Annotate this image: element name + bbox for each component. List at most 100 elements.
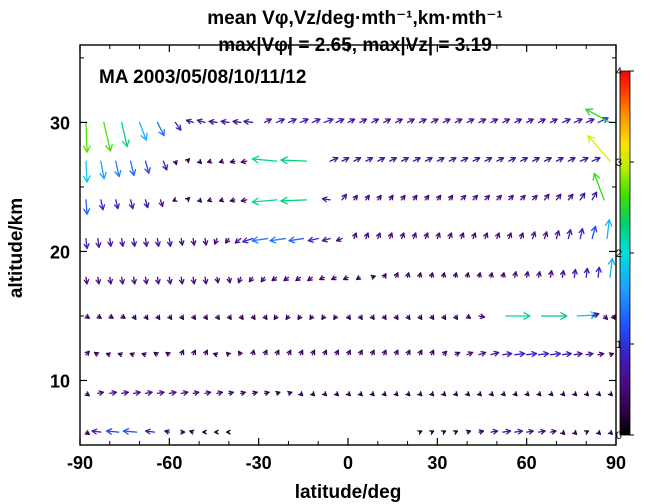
vector-arrow (585, 351, 594, 358)
vector-arrow (363, 232, 370, 240)
vector-arrow (597, 351, 605, 358)
vector-arrow (526, 428, 534, 435)
vector-arrow (436, 194, 442, 201)
vector-arrow (591, 191, 598, 201)
vector-arrow (153, 351, 159, 357)
x-axis-label: latitude/deg (295, 482, 402, 503)
colorbar-tick-label: 2 (616, 248, 622, 260)
vector-arrow (107, 237, 114, 247)
vector-arrow (95, 237, 102, 248)
vector-arrow (417, 272, 423, 278)
vector-arrow (567, 156, 576, 163)
vector-arrow (131, 237, 138, 247)
vector-arrow (287, 117, 297, 124)
vector-arrow (512, 391, 518, 397)
vector-arrow (347, 118, 356, 124)
vector-arrow (514, 350, 526, 358)
x-tick-label: 0 (343, 453, 353, 473)
vector-arrow (119, 237, 126, 247)
vector-arrow (298, 349, 304, 356)
vector-arrow (216, 390, 224, 396)
vector-arrow (447, 232, 453, 240)
vector-arrow (543, 193, 550, 201)
vector-arrow (607, 391, 613, 397)
vector-arrow (405, 314, 411, 320)
vector-arrow (483, 232, 489, 240)
vector-arrow (607, 257, 616, 278)
vector-arrow (84, 313, 90, 319)
vector-arrow (178, 276, 185, 285)
vector-arrow (393, 349, 399, 356)
vector-arrow (179, 349, 185, 356)
vector-arrow (238, 314, 244, 320)
vector-arrow (608, 352, 614, 358)
vector-arrow (307, 236, 319, 243)
vector-arrow (309, 314, 315, 320)
vector-arrow (502, 428, 512, 435)
vector-arrow (213, 352, 219, 358)
vector-arrow (269, 236, 287, 244)
vector-arrow (357, 349, 363, 356)
vector-arrow (549, 429, 557, 435)
vector-arrow (447, 194, 454, 201)
vector-arrow (207, 158, 213, 164)
vector-arrow (365, 156, 374, 163)
vector-arrow (83, 199, 91, 215)
vector-arrow (91, 428, 102, 435)
vector-arrow (466, 118, 475, 124)
vector-arrow (196, 158, 202, 164)
vector-arrow (488, 391, 494, 397)
vector-arrow (229, 197, 236, 203)
chart-title-line-1: mean Vφ,Vz/deg·mth⁻¹,km·mth⁻¹ (207, 8, 502, 29)
vector-arrow (502, 351, 513, 358)
vector-arrow (138, 121, 148, 141)
vector-arrow (179, 314, 185, 320)
vector-arrow (341, 193, 348, 201)
vector-arrow (412, 156, 421, 163)
vector-arrow (540, 312, 568, 320)
vector-arrow (226, 351, 232, 357)
y-axis-label: altitude/km (6, 198, 27, 298)
vector-arrow (572, 391, 578, 397)
vector-arrow (357, 314, 363, 320)
vector-arrow (275, 390, 281, 396)
vector-arrow (228, 390, 234, 396)
vector-arrow (484, 156, 493, 163)
vector-arrow (484, 194, 491, 201)
vector-arrow (341, 156, 350, 163)
vector-arrow (99, 160, 107, 180)
vector-arrow (381, 391, 387, 397)
vector-arrow (113, 199, 120, 210)
vector-arrow (105, 352, 112, 358)
vector-arrow (82, 160, 91, 183)
vector-arrow (524, 271, 530, 278)
vector-arrow (166, 276, 173, 285)
vector-arrow (417, 391, 423, 397)
vector-arrow (465, 429, 472, 435)
vector-arrow (329, 156, 339, 163)
vector-arrow (441, 314, 447, 320)
vector-arrow (155, 237, 161, 247)
vector-arrow (370, 274, 376, 280)
vector-arrow (389, 156, 397, 163)
vector-arrow (226, 429, 231, 435)
vector-arrow (555, 193, 562, 201)
vector-arrow (321, 236, 331, 243)
vector-arrow (364, 194, 370, 201)
vector-arrow (251, 197, 278, 206)
vector-arrow (537, 350, 550, 358)
vector-arrow (478, 429, 485, 435)
vector-arrow (471, 232, 477, 240)
vector-arrow (555, 156, 564, 163)
vector-arrow (459, 232, 465, 240)
vector-arrow (226, 276, 232, 284)
vector-arrow (585, 108, 611, 124)
vector-arrow (454, 118, 463, 124)
vector-arrow (472, 194, 479, 201)
vector-arrow (502, 118, 511, 124)
vector-arrow (560, 270, 566, 278)
vector-arrow (561, 351, 572, 358)
x-tick-label: -30 (246, 453, 272, 473)
vector-arrow (454, 351, 461, 357)
vector-arrow (595, 391, 601, 397)
